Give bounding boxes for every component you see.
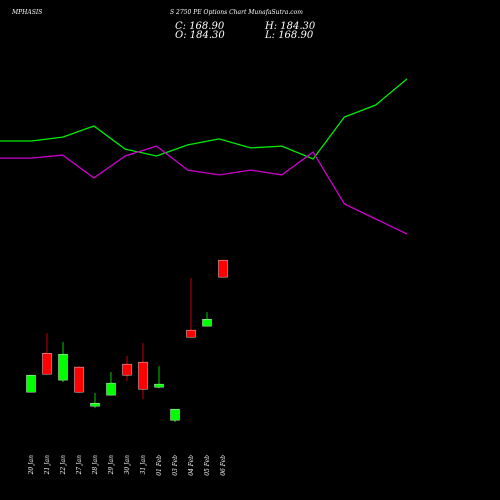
high-label: H: 184.30	[264, 21, 316, 32]
x-tick-label: 21 Jan	[44, 455, 51, 476]
open-label: O: 184.30	[175, 30, 225, 41]
candle-body	[26, 374, 36, 393]
candle-body	[138, 361, 148, 390]
x-tick-label: 30 Jan	[124, 455, 131, 475]
x-tick-label: 03 Feb	[172, 455, 179, 476]
candle-body	[42, 353, 52, 375]
low-label: L: 168.90	[264, 30, 314, 41]
close-label: C: 168.90	[175, 21, 225, 32]
chart-title: MPHASIS	[11, 9, 42, 16]
x-tick-label: 06 Feb	[220, 455, 227, 476]
x-tick-label: 05 Feb	[204, 455, 211, 476]
x-tick-label: 28 Jan	[92, 455, 99, 476]
candle-body	[58, 353, 68, 381]
indicator-line	[0, 78, 408, 160]
x-tick-label: 20 Jan	[28, 455, 35, 476]
candle-body	[186, 329, 196, 338]
candle-body	[122, 363, 132, 376]
candle-body	[202, 319, 212, 327]
x-tick-label: 01 Feb	[156, 455, 163, 476]
candle-body	[106, 382, 116, 396]
candle-body	[154, 383, 164, 388]
x-tick-label: 22 Jan	[60, 455, 67, 476]
x-tick-label: 29 Jan	[108, 455, 115, 476]
x-tick-label: 31 Jan	[140, 455, 147, 475]
indicator-line	[0, 145, 408, 235]
chart-subtitle: S 2750 PE Options Chart MunafaSutra.com	[170, 9, 303, 16]
candle-body	[74, 366, 84, 393]
x-tick-label: 04 Feb	[188, 455, 195, 476]
candle-body	[170, 408, 180, 421]
x-tick-label: 27 Jan	[76, 455, 83, 476]
candle-body	[90, 403, 100, 407]
candle-body	[218, 259, 228, 278]
